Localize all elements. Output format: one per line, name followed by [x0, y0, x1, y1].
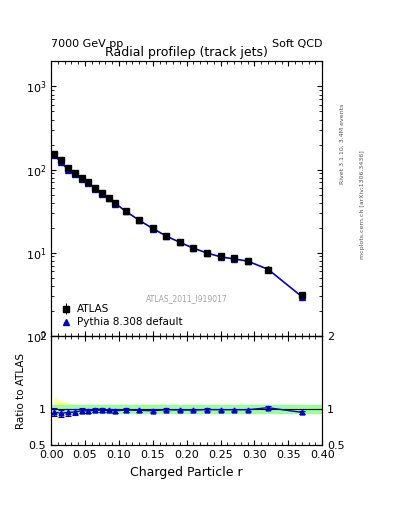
Text: ATLAS_2011_I919017: ATLAS_2011_I919017 [146, 294, 228, 303]
X-axis label: Charged Particle r: Charged Particle r [130, 466, 243, 479]
Legend: ATLAS, Pythia 8.308 default: ATLAS, Pythia 8.308 default [56, 301, 186, 331]
Text: Rivet 3.1.10, 3.4M events: Rivet 3.1.10, 3.4M events [340, 103, 345, 183]
Text: 7000 GeV pp: 7000 GeV pp [51, 38, 123, 49]
Y-axis label: Ratio to ATLAS: Ratio to ATLAS [16, 353, 26, 429]
Text: Soft QCD: Soft QCD [272, 38, 322, 49]
Title: Radial profileρ (track jets): Radial profileρ (track jets) [105, 46, 268, 59]
Text: mcplots.cern.ch [arXiv:1306.3436]: mcplots.cern.ch [arXiv:1306.3436] [360, 151, 365, 259]
